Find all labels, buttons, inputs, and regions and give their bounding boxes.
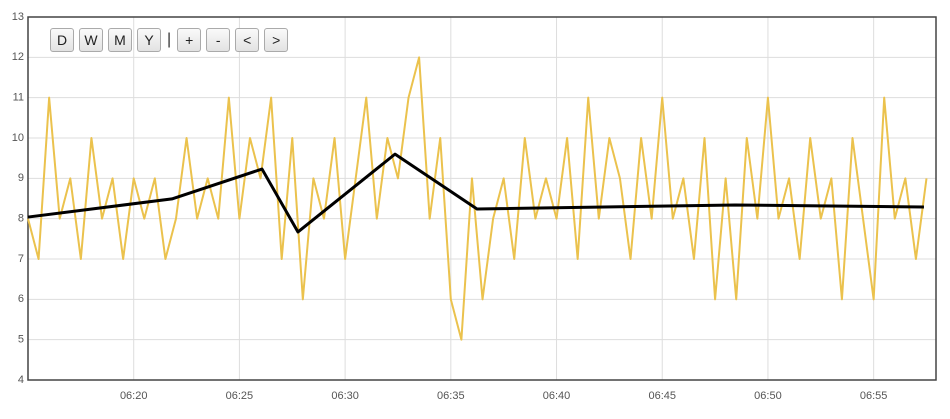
- plot-frame: [27, 16, 937, 381]
- y-tick-label: 7: [18, 253, 24, 265]
- range-button[interactable]: <: [235, 28, 260, 52]
- range-button[interactable]: >: [264, 28, 289, 52]
- x-tick-label: 06:35: [437, 390, 465, 402]
- toolbar: D W M Y | + - < >: [50, 28, 289, 52]
- x-tick-label: 06:50: [754, 390, 782, 402]
- y-tick-label: 10: [12, 132, 24, 144]
- x-tick-label: 06:55: [860, 390, 888, 402]
- x-tick-label: 06:30: [331, 390, 359, 402]
- y-tick-label: 9: [18, 172, 24, 184]
- y-tick-label: 8: [18, 213, 24, 225]
- y-tick-label: 6: [18, 293, 24, 305]
- x-tick-label: 06:20: [120, 390, 148, 402]
- range-button[interactable]: M: [108, 28, 132, 52]
- y-tick-label: 4: [18, 374, 24, 386]
- x-tick-label: 06:40: [543, 390, 571, 402]
- range-button[interactable]: D: [50, 28, 74, 52]
- y-tick-label: 12: [12, 51, 24, 63]
- line: [27, 152, 924, 234]
- range-button[interactable]: +: [177, 28, 202, 52]
- y-tick-label: 13: [12, 11, 24, 23]
- y-tick-label: 5: [18, 334, 24, 346]
- x-tick-label: 06:25: [226, 390, 254, 402]
- x-tick-label: 06:45: [648, 390, 676, 402]
- range-button[interactable]: -: [206, 28, 231, 52]
- line: [27, 56, 928, 341]
- y-tick-label: 11: [13, 92, 24, 104]
- range-button[interactable]: Y: [137, 28, 161, 52]
- range-button[interactable]: W: [79, 28, 103, 52]
- separator: |: [167, 31, 172, 48]
